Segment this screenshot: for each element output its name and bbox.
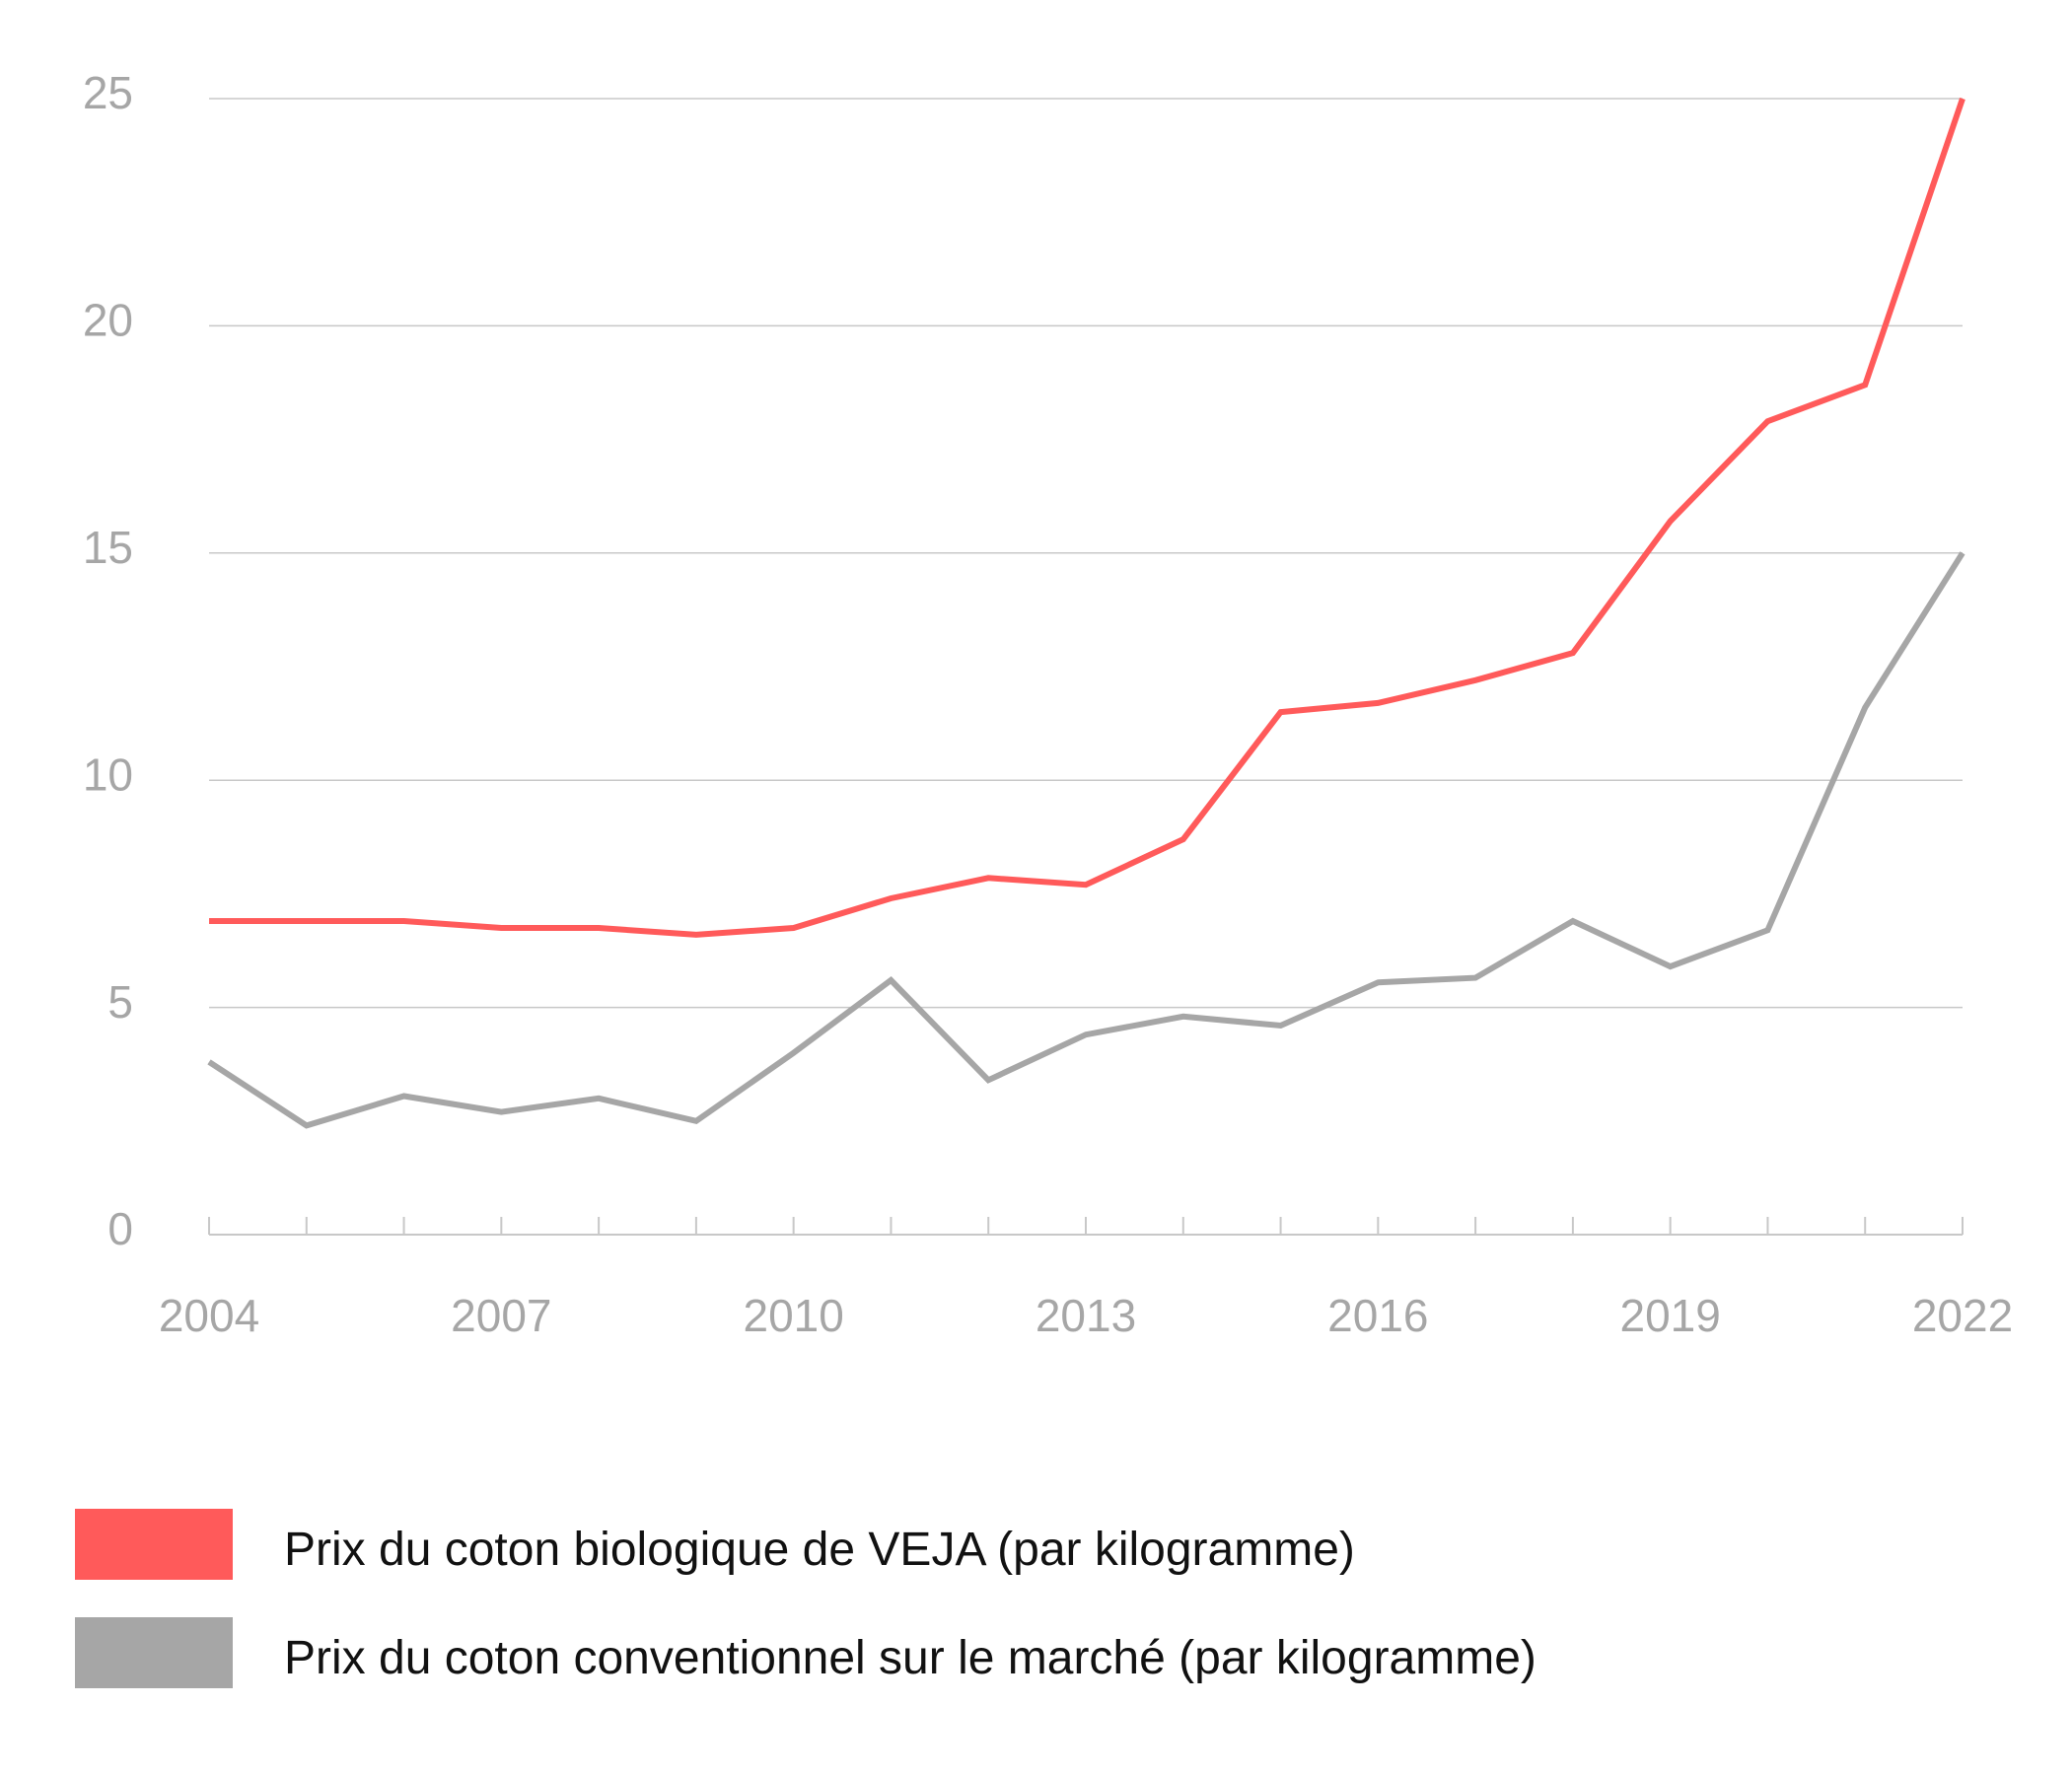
legend-swatch-organic — [75, 1509, 233, 1580]
y-tick-label: 5 — [107, 976, 133, 1028]
data-point — [599, 927, 600, 928]
legend-label-organic: Prix du coton biologique de VEJA (par ki… — [284, 1524, 1355, 1576]
data-point — [1865, 385, 1866, 386]
legend-item-organic: Prix du coton biologique de VEJA (par ki… — [75, 1509, 1949, 1617]
data-point — [1475, 977, 1476, 978]
data-point — [1182, 1016, 1183, 1017]
data-point — [1475, 679, 1476, 680]
data-point — [793, 927, 794, 928]
data-point — [1182, 839, 1183, 840]
x-tick-label: 2004 — [159, 1290, 259, 1341]
data-point — [403, 1096, 404, 1097]
data-point — [1572, 653, 1573, 654]
data-point — [891, 898, 892, 899]
legend-label-conventional: Prix du coton conventionnel sur le march… — [284, 1632, 1536, 1684]
data-point — [1670, 966, 1671, 967]
data-point — [988, 1080, 989, 1081]
y-axis-labels: 0 5 10 15 20 25 — [83, 67, 133, 1254]
data-point — [1963, 99, 1964, 100]
data-point — [306, 921, 307, 922]
data-point — [1767, 421, 1768, 422]
data-point — [1670, 521, 1671, 522]
data-point — [599, 1098, 600, 1099]
data-point — [695, 1120, 696, 1121]
data-point — [501, 927, 502, 928]
data-point — [403, 921, 404, 922]
data-point — [209, 921, 210, 922]
data-point — [1086, 885, 1087, 886]
series-line-organic — [209, 98, 1965, 938]
data-point — [1572, 921, 1573, 922]
x-tick-label: 2016 — [1327, 1290, 1428, 1341]
data-point — [1963, 552, 1964, 553]
y-tick-label: 0 — [107, 1203, 133, 1254]
data-point — [1378, 982, 1379, 983]
series-line-conventional — [207, 551, 1965, 1129]
x-tick-label: 2007 — [451, 1290, 551, 1341]
y-tick-label: 10 — [83, 748, 133, 800]
data-point — [1280, 712, 1281, 713]
x-tick-label: 2019 — [1619, 1290, 1720, 1341]
data-point — [1767, 930, 1768, 931]
legend: Prix du coton biologique de VEJA (par ki… — [75, 1509, 1949, 1726]
x-tick-label: 2013 — [1036, 1290, 1136, 1341]
y-tick-label: 25 — [83, 67, 133, 118]
x-axis-labels: 2004 2007 2010 2013 2016 2019 2022 — [159, 1290, 2013, 1341]
data-point — [306, 1125, 307, 1126]
data-point — [1280, 1026, 1281, 1027]
line-chart: 0 5 10 15 20 25 2004 2007 2010 2013 2016 2019 2022 — [83, 67, 2013, 1341]
x-tick-label: 2010 — [743, 1290, 843, 1341]
y-tick-label: 20 — [83, 295, 133, 346]
series-lines — [207, 98, 1965, 1129]
gridlines — [209, 98, 1963, 1009]
data-point — [891, 979, 892, 980]
data-point — [1865, 707, 1866, 708]
data-point — [501, 1111, 502, 1112]
data-point — [1086, 1034, 1087, 1035]
data-point — [695, 934, 696, 935]
legend-item-conventional: Prix du coton conventionnel sur le march… — [75, 1617, 1949, 1726]
data-point — [1378, 702, 1379, 703]
x-tick-label: 2022 — [1912, 1290, 2013, 1341]
data-point — [988, 878, 989, 879]
y-tick-label: 15 — [83, 522, 133, 573]
data-point — [209, 1061, 210, 1062]
x-axis — [208, 1217, 1964, 1236]
data-point — [793, 1052, 794, 1053]
legend-swatch-conventional — [75, 1617, 233, 1688]
